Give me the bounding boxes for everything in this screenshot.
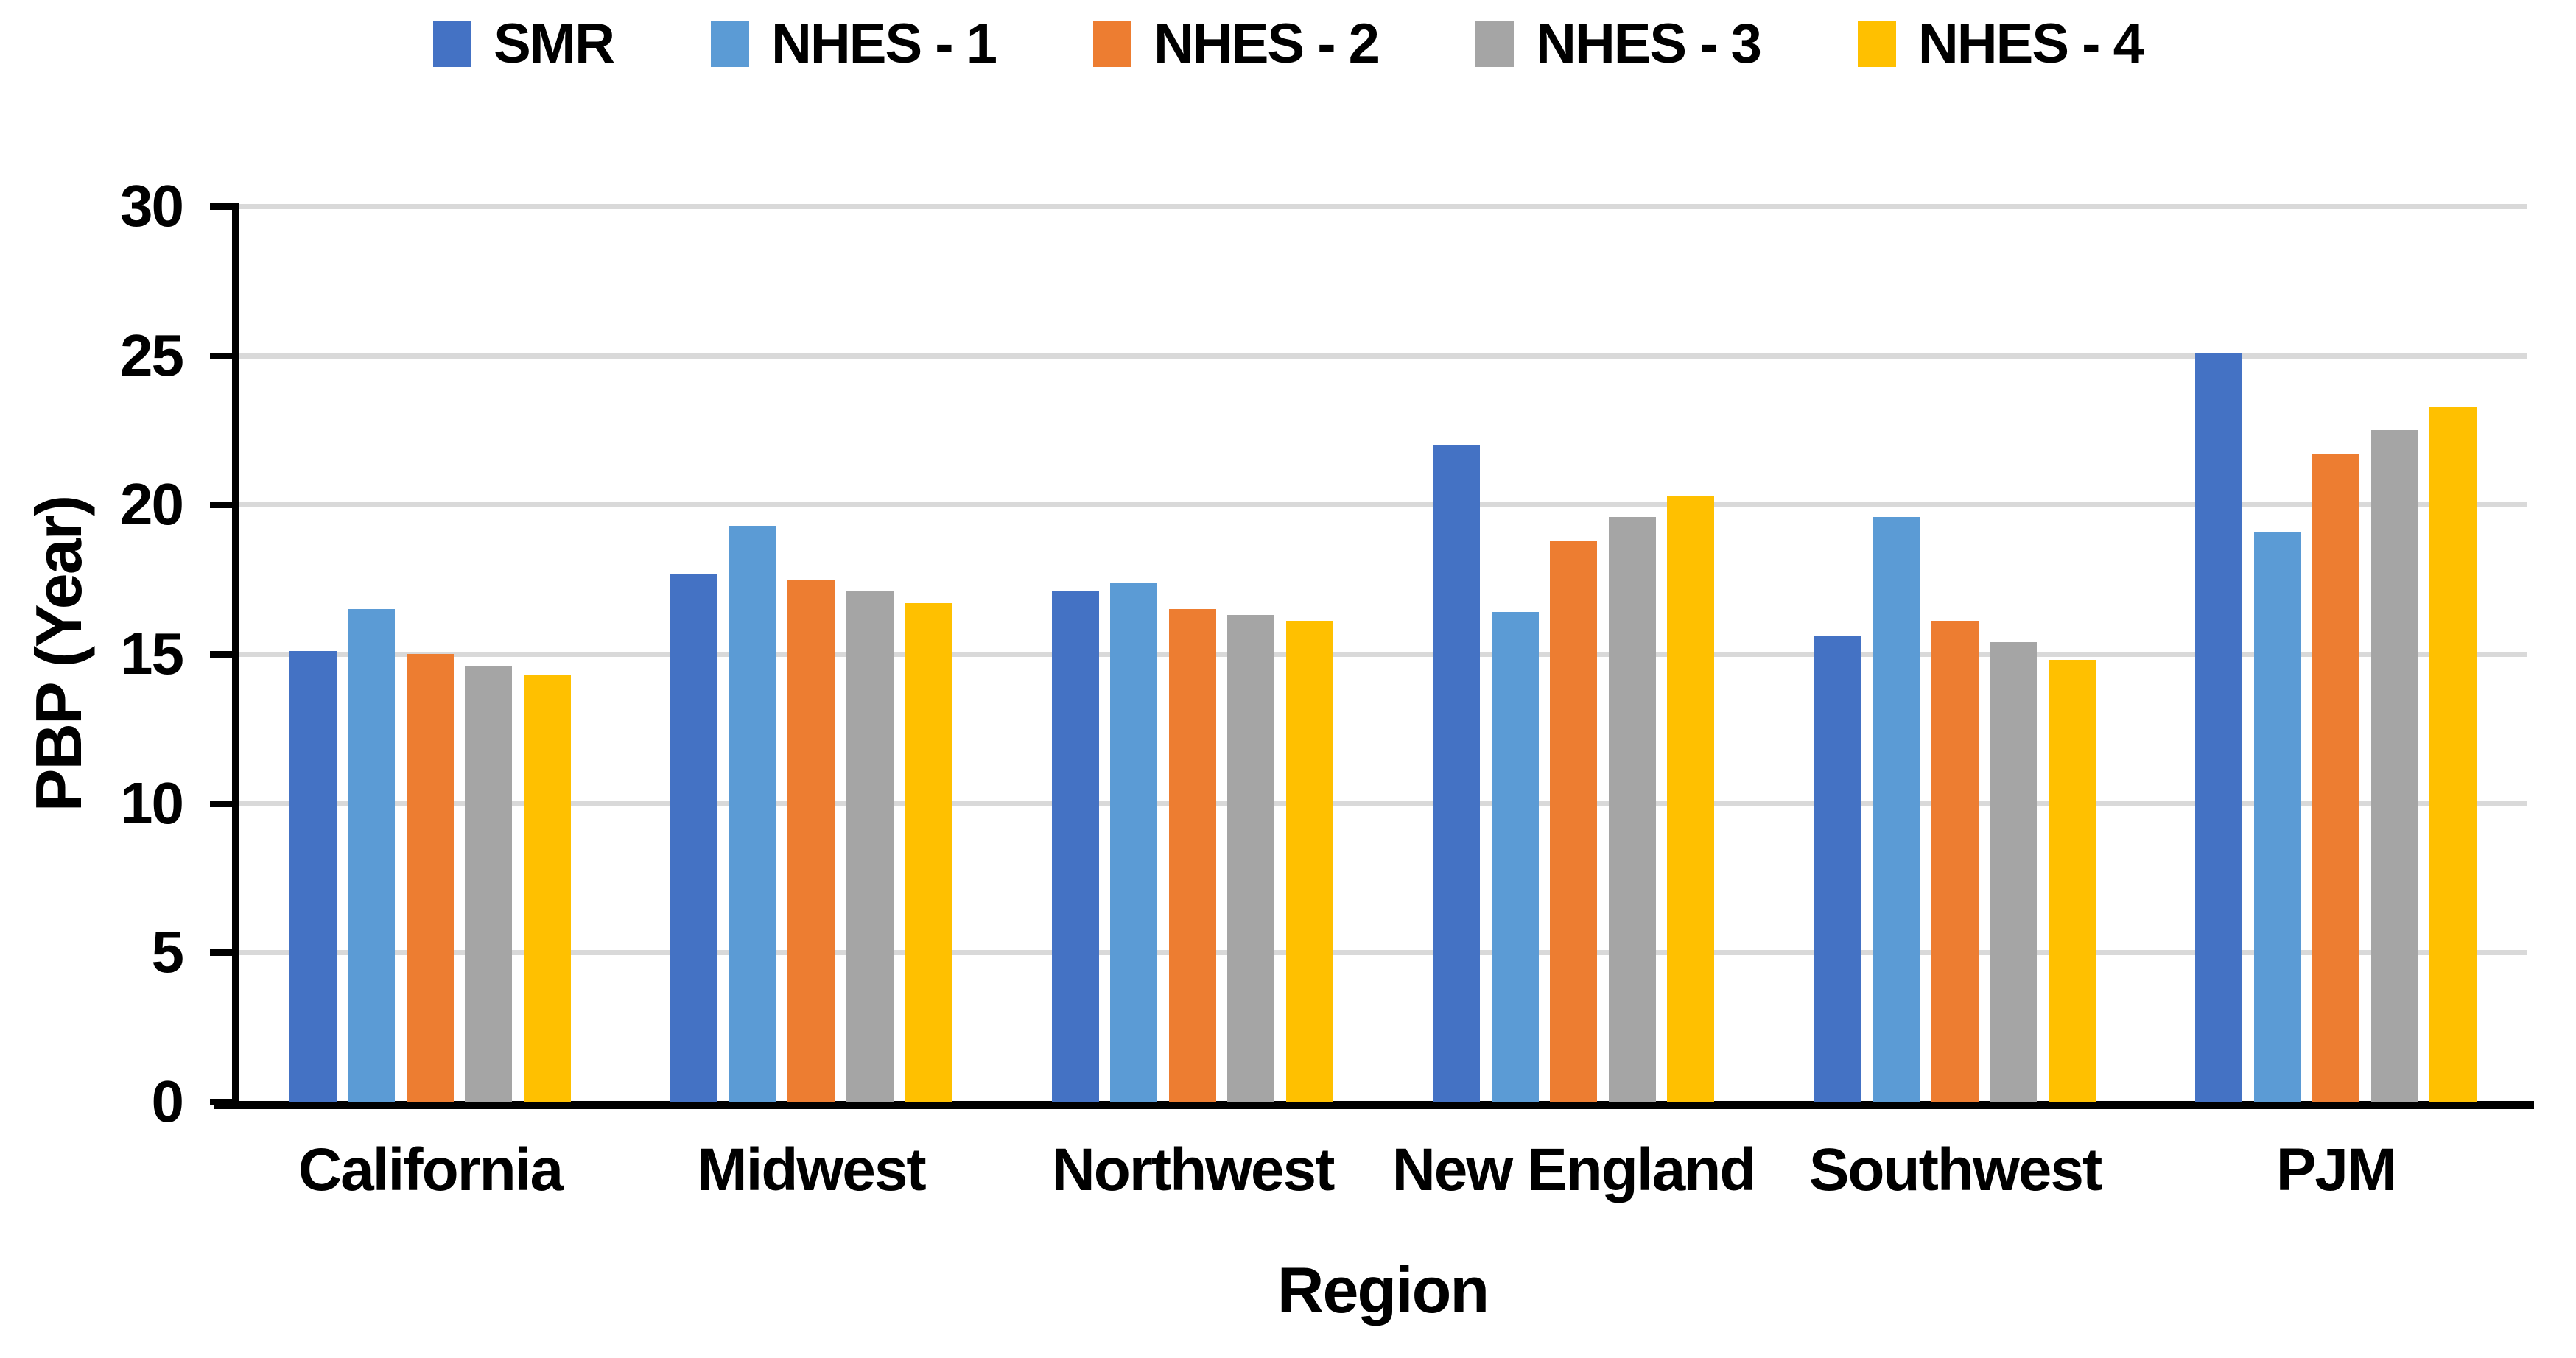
legend-label-nhes-4: NHES - 4 bbox=[1917, 13, 2144, 75]
bar-smr-midwest bbox=[670, 574, 717, 1102]
legend-item-nhes-2: NHES - 2 bbox=[1092, 13, 1380, 75]
x-category-label-new-england: New England bbox=[1391, 1136, 1757, 1203]
bar-smr-new-england bbox=[1433, 445, 1480, 1102]
y-tick-0 bbox=[210, 1099, 239, 1105]
y-tick-15 bbox=[210, 651, 239, 658]
bar-nhes-4-midwest bbox=[905, 603, 952, 1102]
plot-area bbox=[214, 204, 2534, 1109]
y-tick-label-15: 15 bbox=[120, 621, 184, 686]
bar-smr-southwest bbox=[1814, 636, 1861, 1102]
bar-smr-northwest bbox=[1052, 591, 1099, 1102]
x-category-label-midwest: Midwest bbox=[697, 1136, 926, 1203]
legend-swatch-nhes-2 bbox=[1092, 21, 1131, 67]
y-tick-20 bbox=[210, 502, 239, 508]
legend-swatch-nhes-3 bbox=[1475, 21, 1514, 67]
y-tick-30 bbox=[210, 203, 239, 210]
gridline-y-20 bbox=[239, 502, 2527, 508]
bar-nhes-4-new-england bbox=[1667, 496, 1714, 1102]
bar-nhes-2-california bbox=[407, 654, 454, 1102]
x-category-label-california: California bbox=[298, 1136, 564, 1203]
gridline-y-30 bbox=[239, 204, 2527, 209]
gridline-y-10 bbox=[239, 801, 2527, 806]
y-tick-10 bbox=[210, 801, 239, 807]
y-tick-label-0: 0 bbox=[151, 1069, 185, 1134]
legend-item-nhes-1: NHES - 1 bbox=[711, 13, 997, 75]
bar-nhes-2-northwest bbox=[1169, 609, 1216, 1102]
bar-smr-pjm bbox=[2195, 353, 2242, 1102]
legend-swatch-nhes-4 bbox=[1857, 21, 1896, 67]
x-axis-line bbox=[214, 1101, 2534, 1109]
bar-nhes-2-southwest bbox=[1931, 621, 1979, 1102]
x-category-label-northwest: Northwest bbox=[1051, 1136, 1336, 1203]
gridline-y-25 bbox=[239, 353, 2527, 359]
bar-nhes-3-northwest bbox=[1227, 615, 1274, 1102]
y-tick-label-5: 5 bbox=[151, 919, 185, 985]
y-tick-label-25: 25 bbox=[120, 323, 184, 388]
x-axis-title: Region bbox=[1277, 1253, 1489, 1326]
bar-nhes-2-pjm bbox=[2312, 454, 2359, 1102]
bar-nhes-1-northwest bbox=[1110, 583, 1157, 1102]
legend-swatch-nhes-1 bbox=[711, 21, 749, 67]
bar-nhes-3-new-england bbox=[1609, 517, 1656, 1102]
bar-nhes-1-midwest bbox=[729, 526, 776, 1102]
chart-legend: SMR NHES - 1 NHES - 2 NHES - 3 NHES - 4 bbox=[0, 10, 2576, 78]
legend-item-nhes-3: NHES - 3 bbox=[1475, 13, 1762, 75]
bar-nhes-4-pjm bbox=[2429, 407, 2477, 1102]
legend-swatch-smr bbox=[433, 21, 472, 67]
bar-nhes-4-california bbox=[524, 675, 571, 1102]
legend-item-smr: SMR bbox=[433, 13, 615, 75]
legend-item-nhes-4: NHES - 4 bbox=[1857, 13, 2144, 75]
bar-nhes-2-midwest bbox=[787, 580, 835, 1102]
legend-label-nhes-3: NHES - 3 bbox=[1535, 13, 1762, 75]
y-tick-label-20: 20 bbox=[120, 471, 184, 537]
bar-nhes-3-pjm bbox=[2371, 430, 2418, 1102]
legend-label-smr: SMR bbox=[494, 13, 615, 75]
gridline-y-5 bbox=[239, 950, 2527, 956]
bar-nhes-1-new-england bbox=[1492, 612, 1539, 1102]
x-category-label-pjm: PJM bbox=[2275, 1136, 2398, 1203]
bar-nhes-2-new-england bbox=[1550, 541, 1597, 1102]
bar-nhes-1-southwest bbox=[1873, 517, 1920, 1102]
bar-nhes-3-southwest bbox=[1990, 642, 2037, 1102]
bar-nhes-3-midwest bbox=[846, 591, 894, 1102]
x-category-label-southwest: Southwest bbox=[1808, 1136, 2103, 1203]
y-tick-label-30: 30 bbox=[120, 173, 184, 239]
y-tick-25 bbox=[210, 353, 239, 359]
legend-label-nhes-2: NHES - 2 bbox=[1153, 13, 1380, 75]
legend-label-nhes-1: NHES - 1 bbox=[771, 13, 997, 75]
bar-smr-california bbox=[289, 651, 337, 1102]
bar-nhes-1-pjm bbox=[2254, 532, 2301, 1102]
y-tick-5 bbox=[210, 949, 239, 956]
bar-nhes-4-northwest bbox=[1286, 621, 1333, 1102]
bar-nhes-4-southwest bbox=[2049, 660, 2096, 1102]
y-tick-label-10: 10 bbox=[120, 770, 184, 836]
gridline-y-15 bbox=[239, 652, 2527, 657]
bar-nhes-3-california bbox=[465, 666, 512, 1102]
bar-nhes-1-california bbox=[348, 609, 395, 1102]
